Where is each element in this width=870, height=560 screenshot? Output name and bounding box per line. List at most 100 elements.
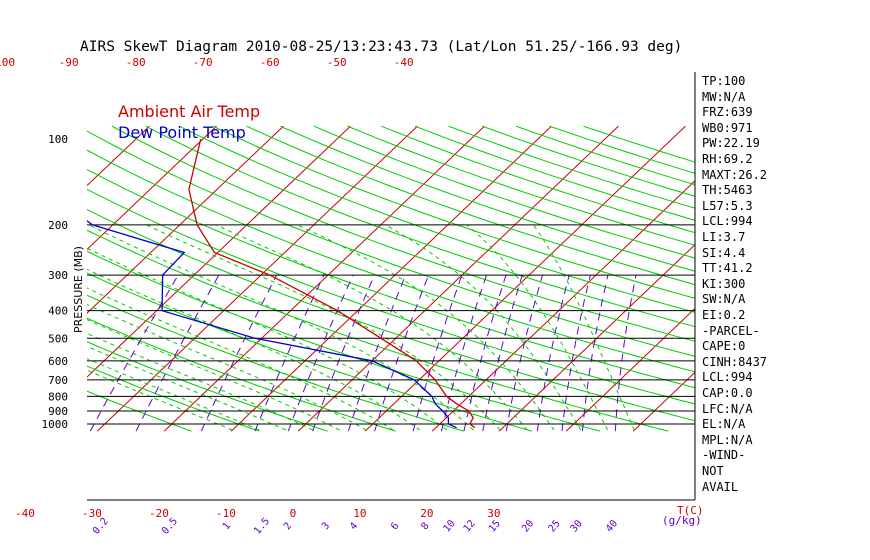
index-label: CINH:8437 (702, 354, 768, 369)
mixing-ratio-tick-label: 40 (604, 518, 620, 534)
chart-title: AIRS SkewT Diagram 2010-08-25/13:23:43.7… (80, 39, 682, 55)
index-label: WB0:971 (702, 120, 753, 135)
mixing-ratio-tick-label: 8 (419, 521, 431, 533)
y-axis-label: PRESSURE (MB) (72, 246, 85, 333)
index-label: EI:0.2 (702, 308, 746, 322)
index-label: FRZ:639 (702, 105, 753, 120)
index-label: LCL:994 (702, 214, 753, 229)
mixing-ratio-line (312, 274, 375, 432)
mixing-ratio-line (536, 274, 570, 432)
mixing-ratio-line (614, 275, 637, 432)
mixing-ratio-tick-label: 15 (487, 518, 503, 534)
pressure-tick-label: 600 (48, 355, 68, 368)
isotherm-line (87, 125, 351, 378)
moist-adiabat-line (87, 268, 421, 431)
index-label: TH:5463 (702, 183, 753, 198)
isotherm-line (163, 125, 485, 432)
index-label: TT:41.2 (702, 261, 753, 276)
index-label: PW:22.19 (702, 136, 760, 151)
dry-adiabat-line (87, 188, 695, 405)
mixing-ratio-tick-label: 1.5 (252, 516, 272, 537)
mixing-ratio-line (561, 274, 591, 432)
top-temp-tick-label: -80 (126, 56, 146, 69)
top-temp-tick-label: -90 (59, 56, 79, 69)
pressure-tick-label: 400 (48, 305, 68, 318)
mixing-ratio-line (89, 274, 179, 432)
isotherm-line (87, 125, 284, 314)
mixing-ratio-line (412, 274, 463, 432)
index-label: CAPE:0 (702, 339, 746, 354)
top-temp-tick-label: -70 (193, 56, 213, 69)
index-label: SI:4.4 (702, 245, 746, 260)
mixing-ratio-line (287, 274, 354, 432)
mixing-ratio-tick-label: 4 (348, 521, 360, 533)
ambient-air-temp-line (188, 139, 476, 429)
pressure-tick-label: 100 (48, 133, 68, 146)
moist-adiabat-line (466, 224, 609, 431)
bottom-temp-tick-label: -20 (149, 507, 169, 520)
isotherm-line (87, 125, 150, 187)
dry-adiabat-line (280, 125, 695, 272)
moist-adiabat-line (297, 224, 555, 431)
pressure-tick-label: 300 (48, 269, 68, 282)
mixing-ratio-tick-label: 1 (221, 521, 233, 533)
mixing-ratio-line (135, 274, 220, 432)
legend-ambient-air-temp: Ambient Air Temp (118, 102, 260, 121)
top-temp-tick-label: -40 (394, 56, 414, 69)
isotherm-line (297, 125, 619, 432)
dew-point-temp-line (87, 220, 457, 429)
moist-adiabat-line (87, 345, 287, 431)
dry-adiabat-line (212, 125, 695, 299)
isotherm-line (767, 126, 870, 431)
mixing-ratio-line (374, 274, 430, 432)
index-label: -PARCEL- (702, 323, 760, 338)
isotherm-line (0, 126, 82, 431)
mixing-ratio-line (254, 274, 325, 432)
moist-adiabat-line (88, 224, 474, 431)
bottom-temp-tick-label: 0 (290, 507, 297, 520)
pressure-tick-label: 1000 (42, 418, 69, 431)
index-label: EL:N/A (702, 417, 746, 432)
top-temp-tick-label: -50 (327, 56, 347, 69)
dry-adiabat-line (87, 149, 695, 373)
moist-adiabat-line (146, 224, 501, 431)
index-label: CAP:0.0 (702, 386, 753, 400)
mixing-ratio-tick-label: 2 (282, 521, 294, 533)
x-axis-label: T(C) (677, 504, 704, 517)
mixing-ratio-tick-label: 25 (547, 518, 563, 534)
index-label: RH:69.2 (702, 152, 753, 166)
dry-adiabat-line (313, 125, 695, 259)
index-label: -WIND- (702, 448, 746, 463)
index-label: NOT (702, 464, 724, 478)
mixing-ratio-tick-label: 30 (569, 518, 585, 534)
bottom-temp-tick-label: -40 (15, 507, 35, 520)
mixing-ratio-line (440, 274, 488, 432)
dry-adiabat-line (145, 125, 695, 328)
mixing-ratio-unit: (g/kg) (662, 514, 702, 527)
dry-adiabat-line (87, 130, 695, 357)
mixing-ratio-line (505, 274, 543, 432)
index-label: AVAIL (702, 479, 739, 494)
index-label: MPL:N/A (702, 432, 753, 447)
mixing-ratio-tick-label: 12 (462, 518, 478, 534)
mixing-ratio-tick-label: 10 (442, 518, 458, 534)
dry-adiabat-line (246, 125, 695, 286)
pressure-tick-label: 800 (48, 390, 68, 403)
mixing-ratio-tick-label: 6 (389, 521, 401, 533)
index-label: LFC:N/A (702, 401, 753, 416)
pressure-tick-label: 900 (48, 405, 68, 418)
index-label: MW:N/A (702, 89, 746, 104)
index-label: LCL:994 (702, 370, 753, 385)
dry-adiabat-line (178, 125, 695, 313)
mixing-ratio-line (482, 274, 523, 432)
isobar-lines (87, 72, 696, 501)
moist-adiabat-line (87, 287, 394, 431)
top-temp-tick-label: -100 (0, 56, 15, 69)
bottom-temp-tick-label: 20 (420, 507, 433, 520)
dry-adiabat-line (87, 294, 465, 432)
index-label: TP:100 (702, 74, 746, 88)
dry-adiabat-line (87, 250, 601, 432)
moist-adiabat-line (87, 332, 314, 431)
bottom-temp-tick-label: 10 (353, 507, 366, 520)
